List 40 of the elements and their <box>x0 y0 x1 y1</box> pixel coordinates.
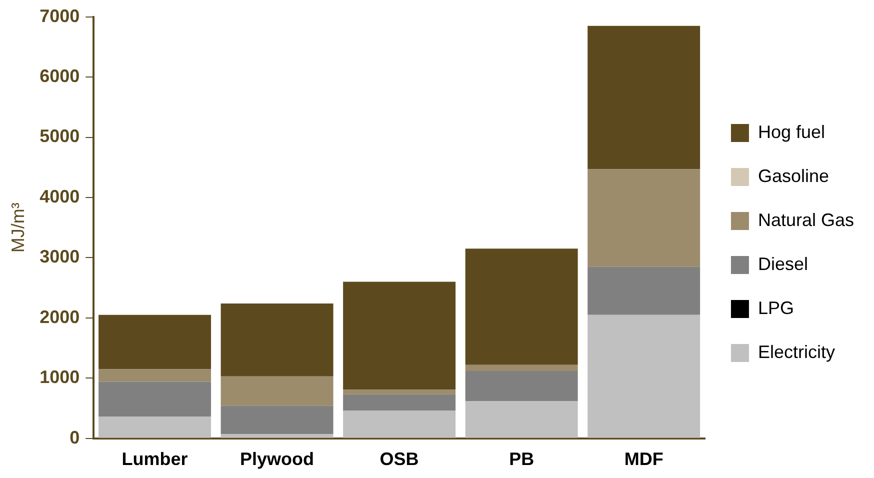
x-tick-label: Lumber <box>122 449 188 470</box>
bar <box>98 416 212 438</box>
bar <box>343 394 456 411</box>
x-tick-label: MDF <box>624 449 664 470</box>
x-tick-label: OSB <box>380 449 419 470</box>
y-tick-label: 3000 <box>40 246 80 267</box>
bar <box>465 248 578 365</box>
legend-label: Gasoline <box>758 166 830 186</box>
bar <box>220 303 334 376</box>
x-tick-label: Plywood <box>240 449 314 470</box>
y-axis-title: MJ/m³ <box>8 202 28 253</box>
bar <box>588 169 700 267</box>
y-tick-label: 7000 <box>40 6 80 26</box>
bar <box>465 364 578 371</box>
legend-label: Electricity <box>758 342 835 362</box>
bar <box>588 26 700 170</box>
bar <box>465 401 578 438</box>
bar <box>465 370 578 402</box>
y-tick-label: 6000 <box>40 66 80 86</box>
legend-label: Hog fuel <box>758 122 826 142</box>
bar <box>343 282 456 390</box>
bar <box>98 382 212 417</box>
bar <box>588 266 700 315</box>
legend-label: Diesel <box>758 254 808 274</box>
legend-label: LPG <box>758 298 794 318</box>
bar <box>588 314 700 438</box>
bar <box>98 369 212 382</box>
y-tick-label: 2000 <box>40 306 80 327</box>
y-tick-label: 5000 <box>40 126 80 146</box>
y-tick-label: 4000 <box>40 186 80 206</box>
bar <box>343 410 456 438</box>
legend-label: Natural Gas <box>758 210 854 230</box>
y-tick-label: 1000 <box>40 367 80 388</box>
y-tick-label: 0 <box>70 427 80 448</box>
bar <box>220 406 334 434</box>
x-tick-label: PB <box>509 449 534 470</box>
bar <box>220 376 334 406</box>
bar <box>98 314 212 370</box>
bar <box>220 434 334 438</box>
bar <box>343 390 456 394</box>
